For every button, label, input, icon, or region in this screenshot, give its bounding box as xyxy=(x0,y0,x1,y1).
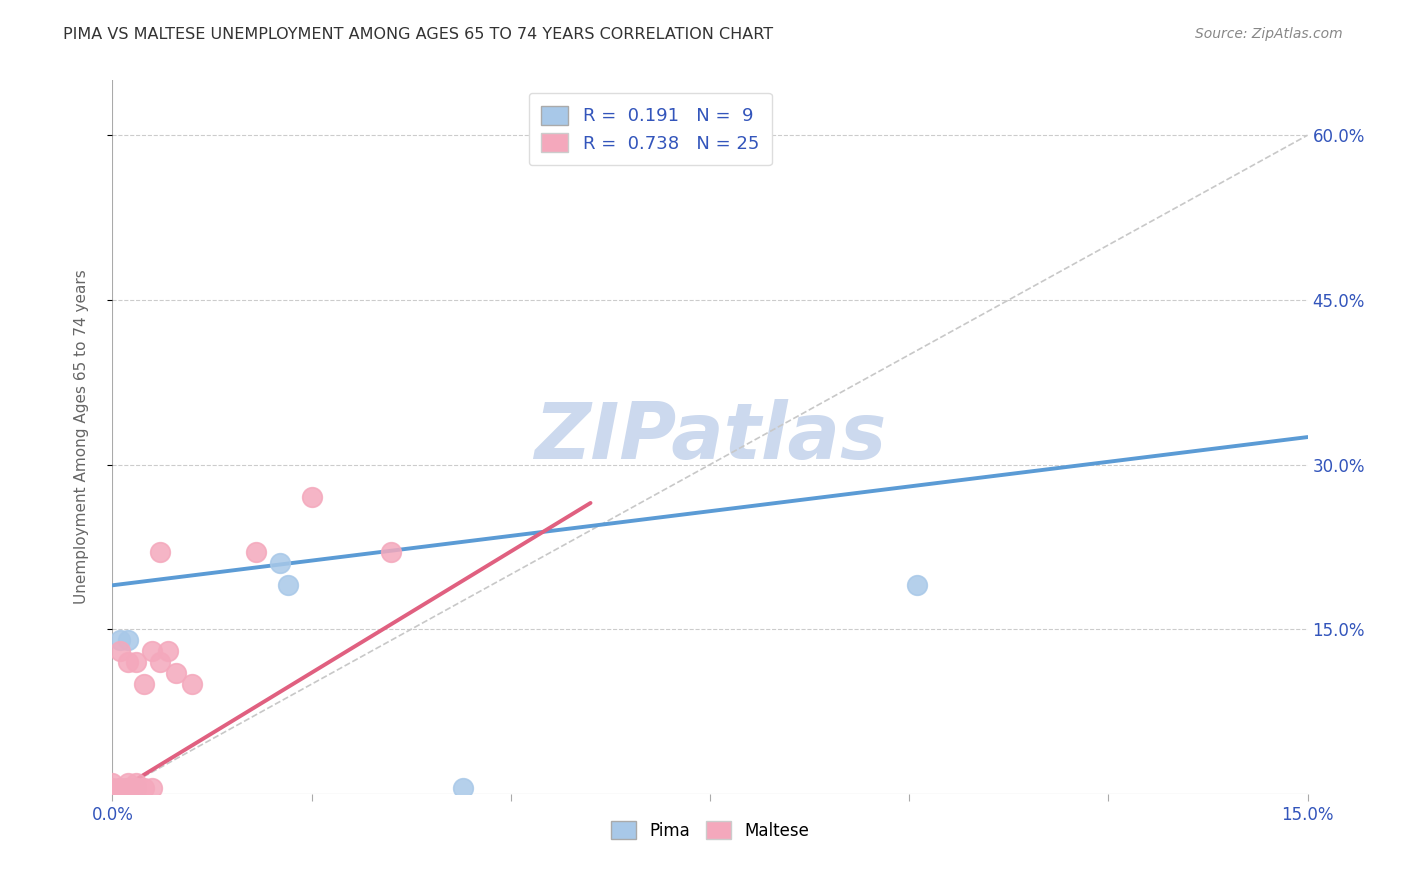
Text: PIMA VS MALTESE UNEMPLOYMENT AMONG AGES 65 TO 74 YEARS CORRELATION CHART: PIMA VS MALTESE UNEMPLOYMENT AMONG AGES … xyxy=(63,27,773,42)
Point xyxy=(117,655,139,669)
Point xyxy=(451,781,474,796)
Point xyxy=(301,491,323,505)
Point xyxy=(125,781,148,796)
Point xyxy=(110,633,132,648)
Point xyxy=(149,545,172,559)
Point xyxy=(134,677,156,691)
Point xyxy=(149,655,172,669)
Point xyxy=(117,633,139,648)
Point xyxy=(125,781,148,796)
Point xyxy=(101,787,124,801)
Point xyxy=(110,644,132,658)
Point xyxy=(380,545,402,559)
Point xyxy=(141,781,163,796)
Point xyxy=(165,666,187,681)
Text: Source: ZipAtlas.com: Source: ZipAtlas.com xyxy=(1195,27,1343,41)
Point xyxy=(117,776,139,790)
Point xyxy=(101,776,124,790)
Point xyxy=(125,776,148,790)
Point xyxy=(110,781,132,796)
Point xyxy=(117,781,139,796)
Point xyxy=(141,644,163,658)
Text: ZIPatlas: ZIPatlas xyxy=(534,399,886,475)
Point xyxy=(117,781,139,796)
Legend: Pima, Maltese: Pima, Maltese xyxy=(605,814,815,847)
Point xyxy=(117,781,139,796)
Point xyxy=(157,644,180,658)
Point xyxy=(277,578,299,592)
Point xyxy=(245,545,267,559)
Point xyxy=(269,557,291,571)
Point xyxy=(101,781,124,796)
Y-axis label: Unemployment Among Ages 65 to 74 years: Unemployment Among Ages 65 to 74 years xyxy=(75,269,89,605)
Point xyxy=(181,677,204,691)
Point xyxy=(110,787,132,801)
Point xyxy=(134,781,156,796)
Point xyxy=(905,578,928,592)
Point xyxy=(125,655,148,669)
Point xyxy=(110,781,132,796)
